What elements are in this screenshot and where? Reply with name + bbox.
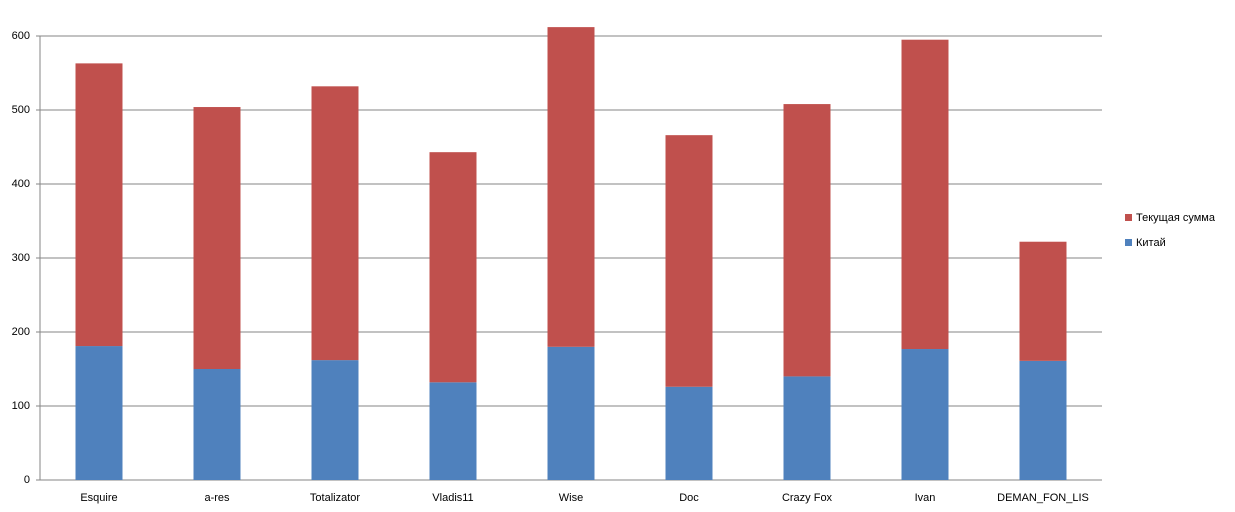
bar-segment: [75, 346, 123, 480]
bar-segment: [311, 86, 359, 361]
legend-label: Текущая сумма: [1136, 212, 1216, 224]
bar-segment: [783, 376, 831, 480]
bar-segment: [75, 63, 123, 347]
y-tick-label: 500: [12, 104, 30, 116]
x-tick-label: a-res: [204, 492, 230, 504]
bar-segment: [665, 135, 713, 387]
y-tick-label: 400: [12, 178, 30, 190]
y-tick-label: 300: [12, 252, 30, 264]
y-tick-label: 100: [12, 400, 30, 412]
x-tick-label: Wise: [559, 492, 583, 504]
bar-segment: [783, 104, 831, 377]
x-tick-label: DEMAN_FON_LIS: [997, 492, 1089, 504]
bar-segment: [901, 39, 949, 350]
y-tick-label: 0: [24, 474, 30, 486]
bar-segment: [547, 27, 595, 347]
y-tick-label: 600: [12, 30, 30, 42]
bar-segment: [665, 386, 713, 480]
bar-segment: [547, 346, 595, 480]
bar-segment: [429, 152, 477, 383]
x-tick-label: Crazy Fox: [782, 492, 833, 504]
bar-segment: [1019, 241, 1067, 361]
x-tick-label: Ivan: [915, 492, 936, 504]
x-tick-label: Vladis11: [432, 492, 473, 504]
bar-segment: [193, 369, 241, 480]
legend-swatch: [1125, 214, 1132, 221]
bar-segment: [429, 382, 477, 480]
x-tick-label: Esquire: [80, 492, 117, 504]
bar-segment: [311, 360, 359, 480]
bar-segment: [193, 107, 241, 369]
bar-segment: [901, 349, 949, 480]
x-tick-label: Doc: [679, 492, 699, 504]
x-tick-label: Totalizator: [310, 492, 360, 504]
y-tick-label: 200: [12, 326, 30, 338]
legend-swatch: [1125, 239, 1132, 246]
bar-segment: [1019, 360, 1067, 480]
legend-label: Китай: [1136, 237, 1166, 249]
